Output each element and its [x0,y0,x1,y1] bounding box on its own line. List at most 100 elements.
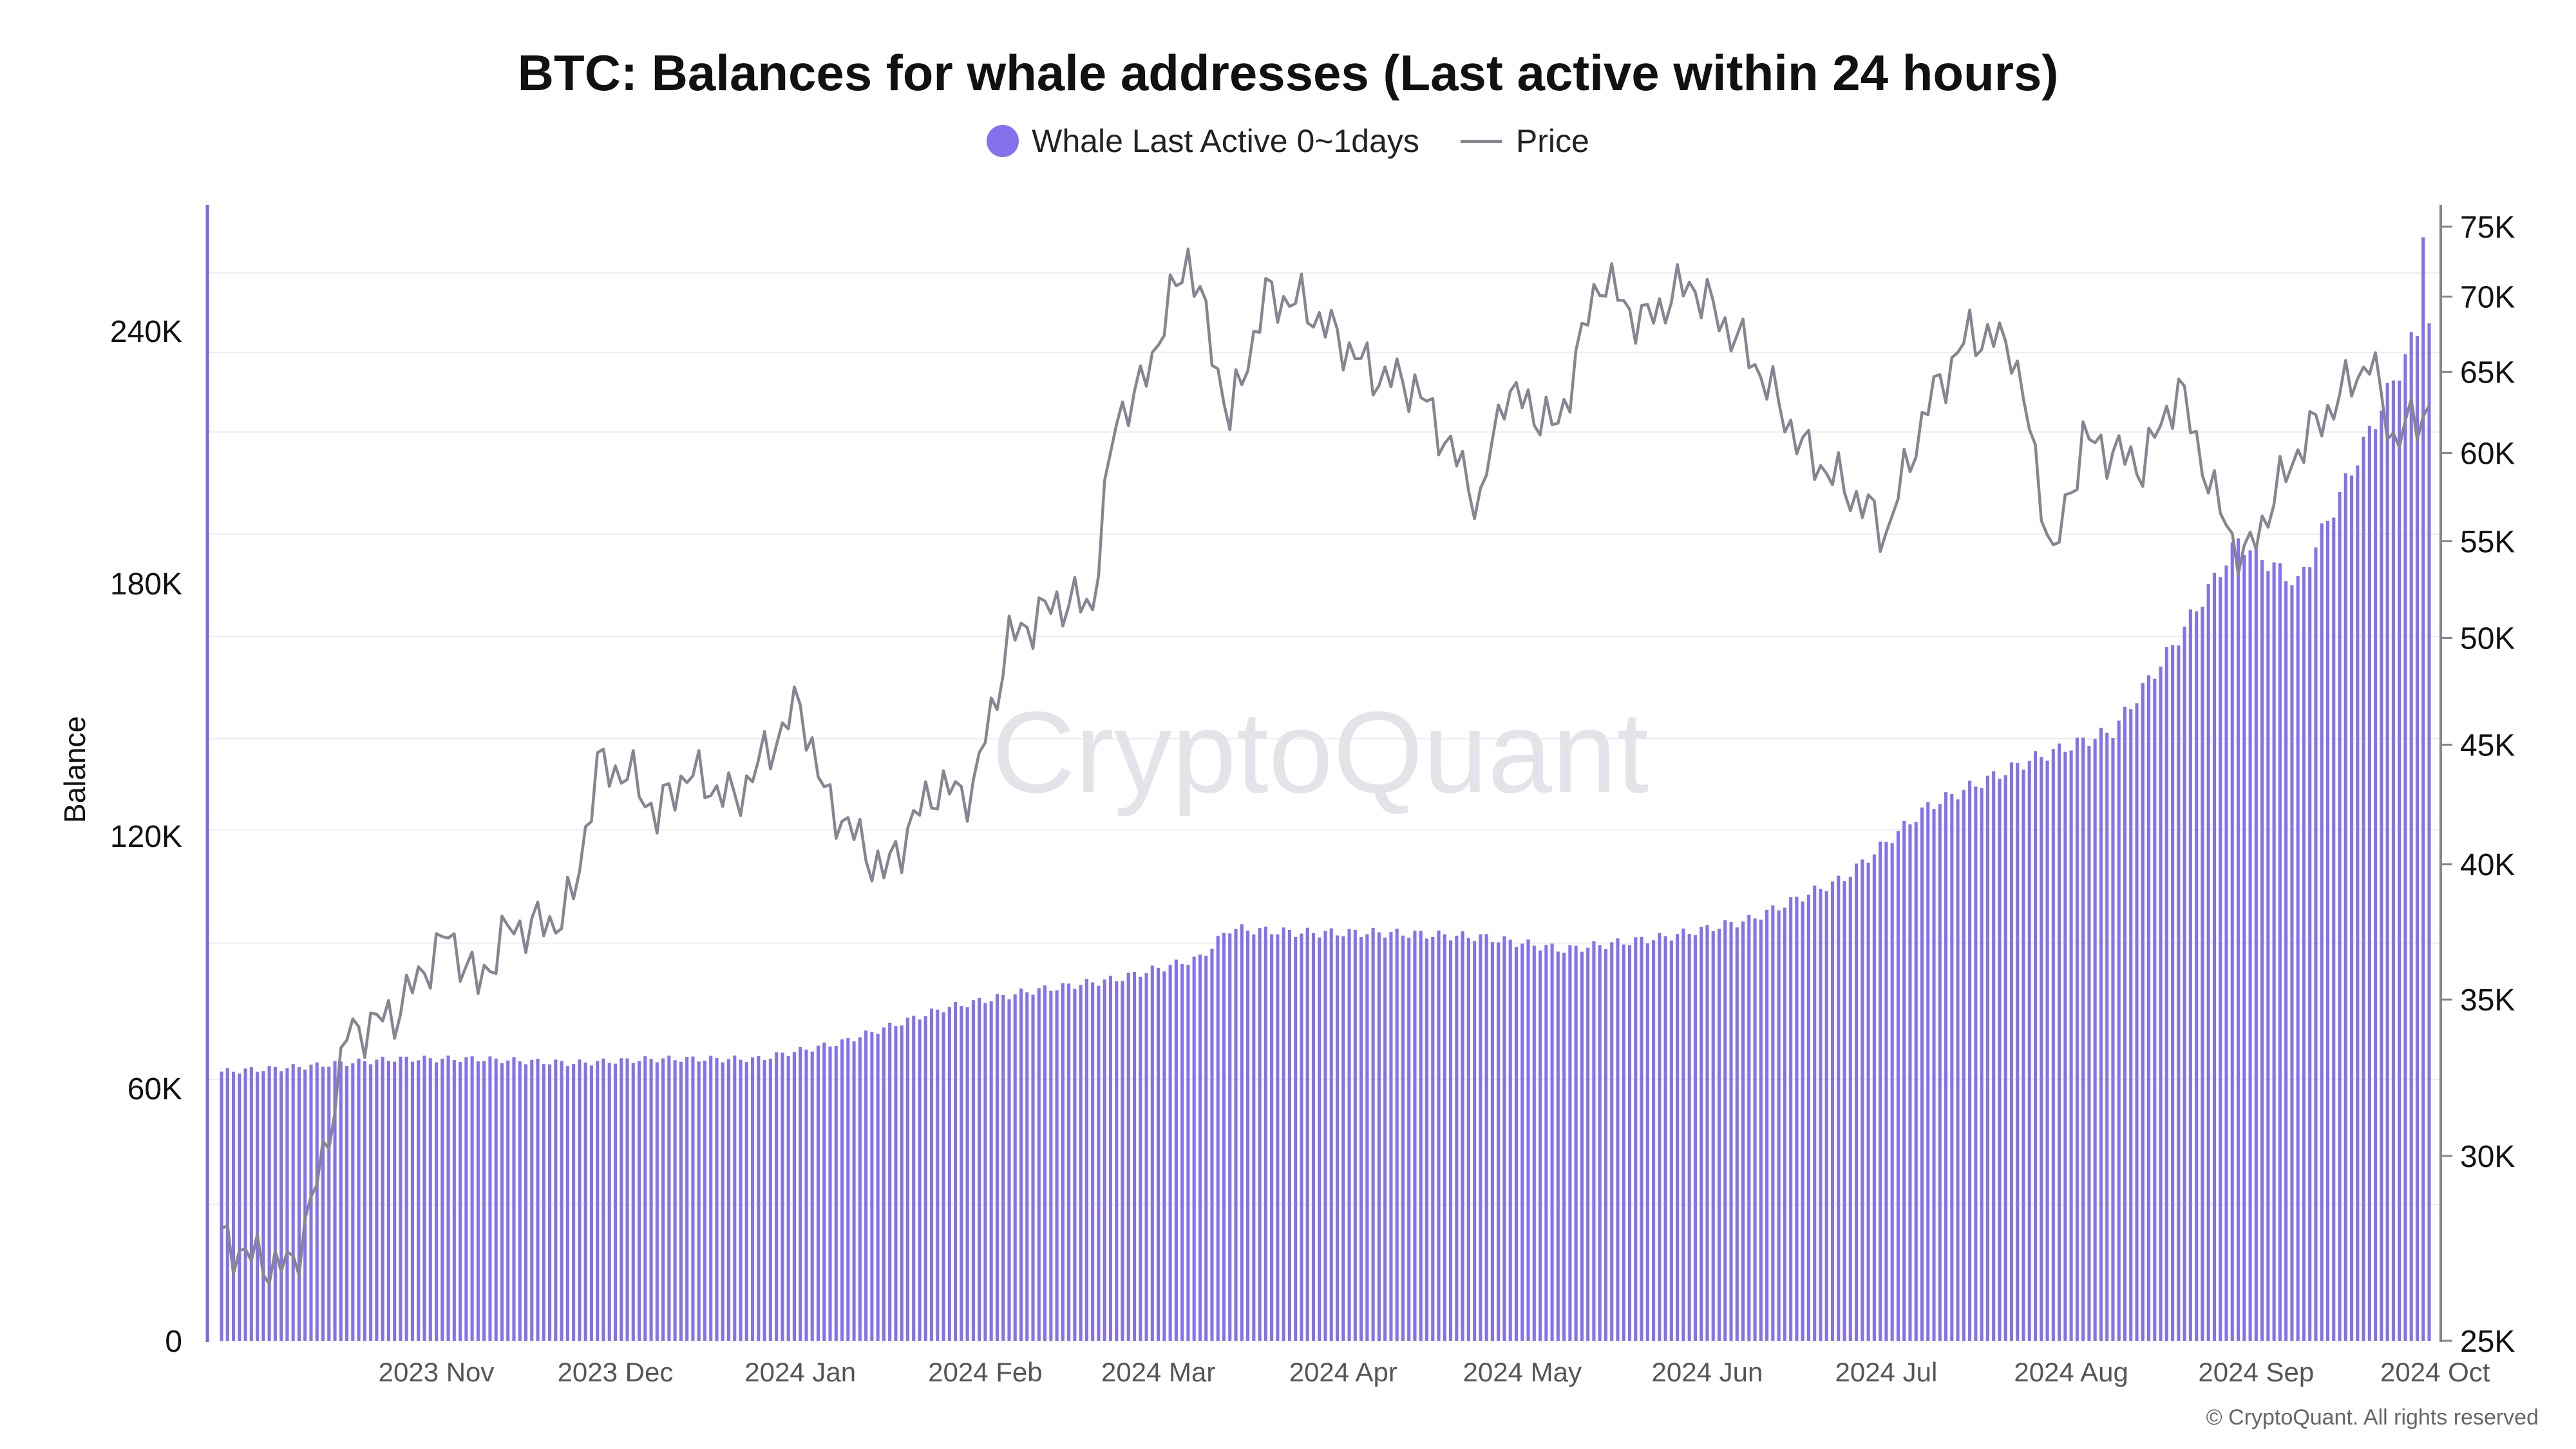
balance-bar [852,1041,856,1341]
balance-bar [357,1058,361,1341]
balance-bar [1318,937,1321,1341]
balance-bar [1658,933,1662,1341]
balance-bar [2415,336,2420,1341]
balance-bar [1431,936,1435,1341]
price-line [221,247,2430,1285]
balance-bar [1759,919,1763,1341]
balance-bar [744,1062,748,1341]
balance-bar [339,1061,343,1341]
balance-bar [1866,862,1870,1341]
balance-bar [613,1063,618,1341]
balance-bar [1806,895,1811,1341]
balance-bar [1586,947,1590,1341]
balance-bar [804,1049,808,1341]
balance-bar [2314,547,2318,1341]
balance-bar [1287,929,1291,1341]
balance-bar [1544,945,1548,1341]
balance-bar [267,1066,271,1341]
balance-bar [936,1009,940,1341]
balance-bar [1747,914,1751,1341]
x-tick-label: 2024 Jul [1835,1357,1937,1387]
balance-bar [942,1012,945,1341]
balance-bar [1084,979,1088,1341]
balance-bar [721,1062,724,1341]
balance-bar [751,1057,755,1341]
balance-bar [375,1059,379,1341]
balance-bar [1592,941,1596,1341]
balance-bar [1568,945,1572,1341]
balance-bar [828,1046,832,1341]
balance-bar [1091,982,1095,1341]
balance-bar [1819,889,1823,1341]
balance-bar [1222,933,1226,1341]
balance-bar [1067,983,1071,1341]
balance-bar [243,1068,247,1341]
balance-bar [554,1059,558,1341]
legend-balance-marker [987,125,1019,157]
balance-bar [422,1056,426,1341]
balance-bar [2129,709,2133,1341]
balance-bar [1329,928,1333,1341]
balance-bar [1574,945,1578,1341]
legend-item-price[interactable]: Price [1460,122,1589,160]
balance-bar [2063,752,2067,1341]
balance-bar [1562,952,1566,1341]
balance-bar [1884,842,1888,1341]
watermark: CryptoQuant [992,688,1649,817]
balance-bar [1985,775,1989,1341]
chart-title: BTC: Balances for whale addresses (Last … [517,44,2059,101]
balance-bar [2164,647,2168,1341]
balance-bar [1395,928,1399,1341]
balance-bar [1049,990,1053,1341]
balance-bar [1938,804,1942,1341]
balance-bar [273,1066,277,1341]
balance-bar [1055,990,1059,1341]
balance-bar [2362,437,2365,1341]
balance-bar [726,1059,731,1341]
balance-bar [2332,517,2336,1341]
balance-bar [1640,936,1643,1341]
x-tick-label: 2023 Dec [558,1357,674,1387]
balance-bar [691,1056,695,1341]
balance-bar [918,1019,922,1341]
balance-bar [1598,945,1602,1341]
balance-bar [929,1009,934,1341]
balance-bar [739,1059,743,1341]
balance-bar [512,1057,516,1341]
balance-bar [500,1063,504,1341]
balance-bar [1872,854,1876,1341]
copyright-notice: © CryptoQuant. All rights reserved [2206,1405,2539,1430]
balance-bar [2093,739,2097,1341]
balance-bar [834,1046,838,1341]
balance-bar [291,1064,295,1341]
balance-bar [1753,918,1757,1341]
legend-price-marker [1460,139,1502,143]
balance-bar [1855,863,1859,1341]
balance-bar [762,1060,766,1341]
balance-bar [1007,999,1011,1341]
balance-bar [1735,927,1739,1341]
right-tick-label: 30K [2460,1140,2515,1174]
balance-bar [333,1061,337,1341]
balance-bar [2188,609,2192,1341]
balance-bar [2117,720,2121,1341]
balance-bar [2141,683,2145,1341]
balance-bar [1347,929,1351,1341]
balance-bar [1520,943,1524,1341]
balance-bar [1652,940,1656,1341]
balance-bar [1323,931,1327,1341]
legend-item-balance[interactable]: Whale Last Active 0~1days [987,122,1419,160]
balance-bar [2183,627,2186,1341]
balance-bar [601,1058,605,1341]
balance-bar [1896,831,1900,1341]
balance-bar [2230,542,2234,1341]
balance-bar [2135,703,2139,1341]
balance-bar [249,1067,253,1341]
balance-bar [2069,750,2073,1341]
balance-bar [1508,940,1512,1341]
balance-bar [2350,475,2354,1341]
balance-bar [2248,550,2252,1341]
balance-bar [858,1037,862,1341]
right-tick-label: 40K [2460,848,2515,882]
balance-bar [840,1039,844,1341]
